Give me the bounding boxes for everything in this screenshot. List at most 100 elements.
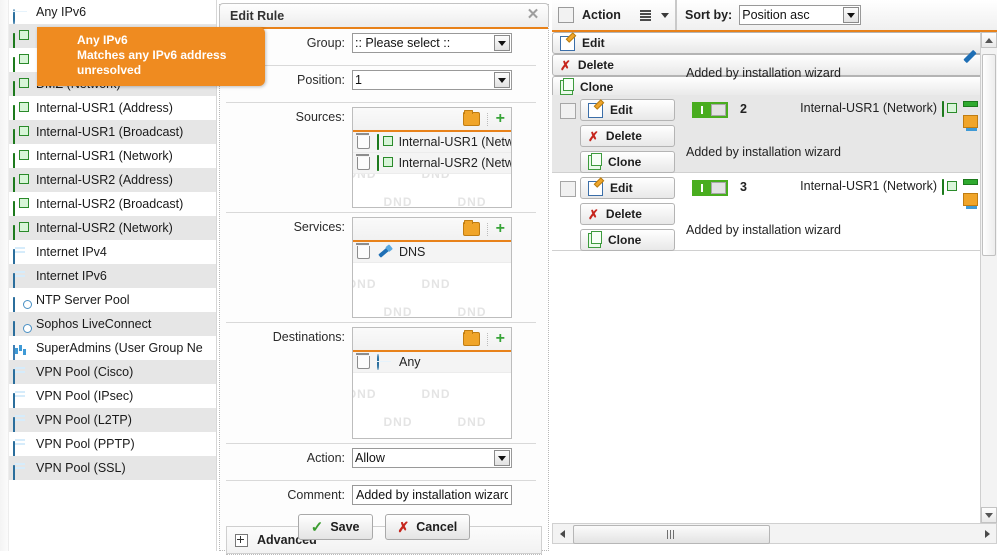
object-list-item-vpn-pool-l2tp[interactable]: VPN Pool (L2TP): [9, 408, 216, 432]
add-icon[interactable]: +: [495, 110, 505, 127]
object-list-item-internal-usr1-address[interactable]: Internal-USR1 (Address): [9, 96, 216, 120]
edit-icon: [560, 35, 575, 51]
trash-icon[interactable]: [356, 242, 370, 259]
trash-icon[interactable]: [356, 352, 370, 369]
list-item-label: DNS: [399, 245, 426, 259]
nic-icon: [377, 155, 394, 171]
trash-icon[interactable]: [356, 153, 370, 170]
delete-button[interactable]: ✗ Delete: [580, 203, 675, 225]
folder-icon[interactable]: [462, 110, 480, 126]
object-list-gutter: [0, 0, 9, 551]
object-list-item-label: VPN Pool (PPTP): [36, 437, 135, 451]
edit-button[interactable]: Edit: [580, 177, 675, 199]
list-item[interactable]: Internal-USR2 (Netw: [353, 153, 511, 174]
row-action-buttons: Edit ✗ Delete Clone: [552, 32, 996, 98]
advanced-section-header[interactable]: Advanced: [226, 526, 542, 554]
divider: [486, 222, 489, 236]
action-select[interactable]: Allow: [352, 448, 512, 468]
object-list-item-ntp-server-pool[interactable]: NTP Server Pool: [9, 288, 216, 312]
scroll-up-button[interactable]: [981, 32, 997, 48]
horizontal-scrollbar[interactable]: [552, 523, 997, 544]
add-icon[interactable]: +: [495, 330, 505, 347]
folder-icon[interactable]: [462, 330, 480, 346]
group-select[interactable]: :: Please select ::: [352, 33, 512, 53]
table-row[interactable]: Edit ✗ Delete Clone Added by installatio…: [552, 32, 996, 98]
object-list-item-vpn-pool-ssl[interactable]: VPN Pool (SSL): [9, 456, 216, 480]
object-list-item-vpn-pool-pptp[interactable]: VPN Pool (PPTP): [9, 432, 216, 456]
object-list-item-internal-usr2-network[interactable]: Internal-USR2 (Network): [9, 216, 216, 240]
list-item[interactable]: DNS: [353, 242, 511, 263]
object-list-item-sophos-liveconnect[interactable]: Sophos LiveConnect: [9, 312, 216, 336]
services-dropbox-toolbar: +: [353, 218, 511, 242]
scroll-down-button[interactable]: [981, 507, 997, 523]
object-list-item-superadmins[interactable]: SuperAdmins (User Group Ne: [9, 336, 216, 360]
delete-button[interactable]: ✗ Delete: [552, 54, 996, 76]
row-comment: Added by installation wizard: [686, 66, 841, 80]
expand-icon[interactable]: [235, 533, 248, 547]
nic-icon: [13, 29, 30, 48]
cancel-button[interactable]: ✗ Cancel: [384, 514, 471, 540]
table-row[interactable]: Edit ✗ Delete Clone 3 Internal-: [552, 173, 996, 251]
edit-rule-dialog: Edit Rule ✕ Group: :: Please select :: P…: [219, 3, 549, 555]
table-row[interactable]: Edit ✗ Delete Clone 2 Internal-: [552, 95, 996, 173]
delete-button[interactable]: ✗ Delete: [580, 125, 675, 147]
scroll-right-button[interactable]: [978, 524, 996, 543]
row-checkbox[interactable]: [560, 181, 576, 197]
object-list-item-vpn-pool-cisco[interactable]: VPN Pool (Cisco): [9, 360, 216, 384]
sources-label: Sources:: [295, 110, 345, 124]
destinations-dropbox-toolbar: +: [353, 328, 511, 352]
field-row-action: Action: Allow: [226, 444, 536, 481]
save-button[interactable]: ✓ Save: [297, 514, 373, 540]
row-enable-toggle[interactable]: [692, 180, 728, 196]
list-item[interactable]: Any: [353, 352, 511, 373]
folder-icon[interactable]: [462, 220, 480, 236]
object-list-item-internal-usr2-address[interactable]: Internal-USR2 (Address): [9, 168, 216, 192]
rules-panel: Action Sort by: Position asc: [552, 0, 997, 551]
horizontal-scrollbar-track[interactable]: [571, 524, 978, 544]
chevron-down-icon[interactable]: [661, 12, 669, 18]
clone-button[interactable]: Clone: [580, 151, 675, 173]
scroll-left-button[interactable]: [553, 524, 571, 543]
position-select[interactable]: 1: [352, 70, 512, 90]
list-item-label: Internal-USR2 (Netw: [398, 156, 511, 170]
list-menu-icon[interactable]: [640, 10, 651, 20]
nic-icon: [942, 178, 958, 195]
add-icon[interactable]: +: [495, 220, 505, 237]
object-list-item-internet-ipv4[interactable]: Internet IPv4: [9, 240, 216, 264]
field-row-position: Position: 1: [226, 66, 536, 103]
close-icon[interactable]: ✕: [526, 6, 540, 23]
object-list-item-internal-usr1-network[interactable]: Internal-USR1 (Network): [9, 144, 216, 168]
edit-rule-title: Edit Rule: [230, 8, 285, 23]
object-list-item-internet-ipv6[interactable]: Internet IPv6: [9, 264, 216, 288]
vertical-scrollbar[interactable]: [980, 32, 997, 523]
vertical-scrollbar-thumb[interactable]: [982, 54, 996, 256]
row-enable-toggle[interactable]: [692, 102, 728, 118]
edit-button-label: Edit: [582, 36, 605, 50]
object-list-item-internal-usr1-broadcast[interactable]: Internal-USR1 (Broadcast): [9, 120, 216, 144]
edit-button[interactable]: Edit: [580, 99, 675, 121]
horizontal-scrollbar-thumb[interactable]: [573, 525, 770, 544]
row-checkbox[interactable]: [560, 103, 576, 119]
select-all-checkbox[interactable]: [558, 7, 574, 23]
object-list-item-any-ipv6[interactable]: Any IPv6: [9, 0, 216, 24]
clone-button[interactable]: Clone: [580, 229, 675, 251]
action-column-header: Action: [552, 0, 676, 30]
edit-button[interactable]: Edit: [552, 32, 996, 54]
trash-icon[interactable]: [356, 132, 370, 149]
comment-input[interactable]: [352, 485, 512, 505]
object-list-item-internal-usr2-broadcast[interactable]: Internal-USR2 (Broadcast): [9, 192, 216, 216]
clone-button-label: Clone: [608, 233, 642, 247]
object-list-item-vpn-pool-ipsec[interactable]: VPN Pool (IPsec): [9, 384, 216, 408]
sort-by-select[interactable]: Position asc: [739, 5, 862, 25]
list-item[interactable]: Internal-USR1 (Netw: [353, 132, 511, 153]
nic-icon: [13, 173, 30, 192]
tooltip-line-1: Matches any IPv6 address: [77, 48, 227, 62]
